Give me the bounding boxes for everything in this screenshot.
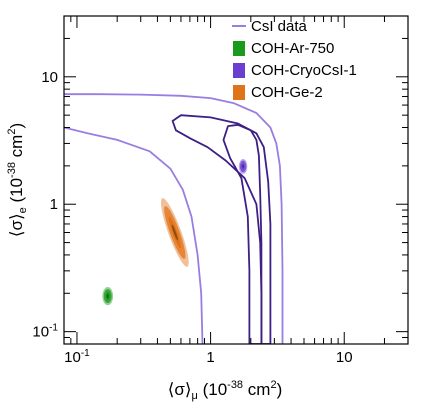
csi-contour-outer <box>64 93 284 344</box>
legend-item: COH-CryoCsI-1 <box>233 62 357 79</box>
csi-contour-3 <box>171 114 272 344</box>
plot-marks <box>64 93 284 344</box>
legend-label: CsI data <box>251 18 308 35</box>
legend-swatch-fill <box>233 85 245 100</box>
legend-label: COH-Ar-750 <box>251 40 334 57</box>
blob-center <box>242 164 244 169</box>
x-tick-label: 10-1 <box>64 348 90 366</box>
legend-label: COH-CryoCsI-1 <box>251 62 357 79</box>
x-tick-label: 10 <box>336 349 353 366</box>
plot-content <box>64 93 284 344</box>
y-tick-label: 1 <box>50 196 58 213</box>
y-tick-label: 10 <box>41 69 58 86</box>
blob-core <box>241 162 245 170</box>
plot-frame <box>63 15 409 345</box>
legend-item: CsI data <box>232 18 308 35</box>
blob-coh-ge-2 <box>160 198 189 267</box>
x-tick-label: 1 <box>206 349 214 366</box>
y-tick-label: 10-1 <box>32 323 58 341</box>
csi-contour-4 <box>222 123 263 344</box>
legend-label: COH-Ge-2 <box>251 84 323 101</box>
y-axis-title: ⟨σ⟩e (10-38 cm2) <box>6 123 29 237</box>
legend-swatch-fill <box>233 41 245 56</box>
x-axis-title: ⟨σ⟩μ (10-38 cm2) <box>168 379 283 402</box>
csi-contour-2 <box>64 126 204 344</box>
legend-item: COH-Ar-750 <box>233 40 334 57</box>
axis-ticks: 10-1 1 10 10-1 1 10 <box>32 15 409 366</box>
blob-core <box>105 291 110 301</box>
blob-center <box>171 224 178 241</box>
legend-item: COH-Ge-2 <box>233 84 323 101</box>
blob-coh-ar-750 <box>102 287 114 306</box>
blob-center <box>106 294 109 299</box>
legend: CsI data COH-Ar-750 COH-CryoCsI-1 COH-Ge-2 <box>232 18 357 101</box>
legend-swatch-fill <box>233 63 245 78</box>
blob-core <box>168 216 182 249</box>
blob-coh-cryocsi-1 <box>238 158 248 174</box>
